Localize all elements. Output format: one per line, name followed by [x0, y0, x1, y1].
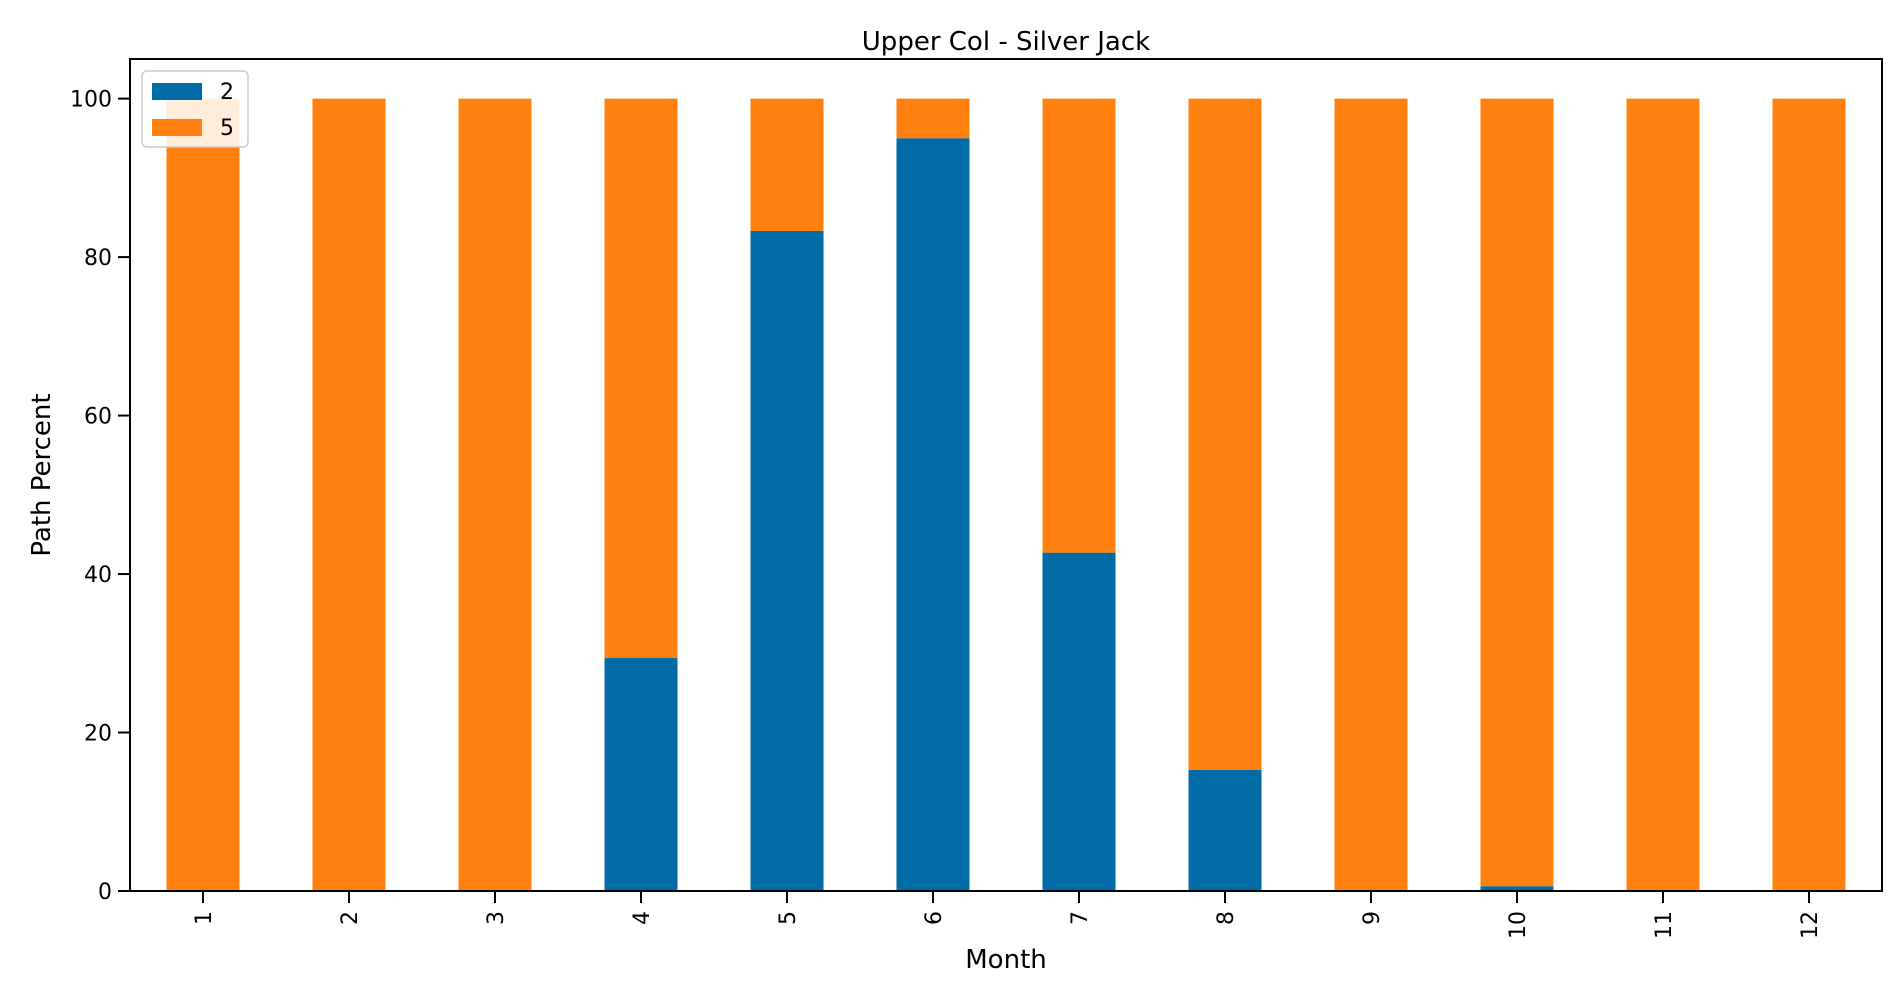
- x-tick-label: 9: [1360, 911, 1385, 925]
- x-tick-label: 4: [630, 911, 655, 925]
- y-tick-label: 60: [84, 405, 112, 430]
- x-tick-label: 2: [338, 911, 363, 925]
- bar-month-9-series-5: [1334, 98, 1408, 892]
- bar-month-6-series-2: [896, 138, 970, 892]
- bar-month-4-series-5: [604, 98, 678, 659]
- bar-month-5-series-5: [750, 98, 824, 231]
- plot-frame: [129, 58, 1883, 892]
- bar-month-1-series-5: [166, 98, 240, 892]
- bar-month-11-series-5: [1626, 98, 1700, 892]
- x-tick-label: 11: [1652, 911, 1677, 939]
- x-tick-label: 10: [1506, 911, 1531, 939]
- bar-month-12-series-5: [1772, 98, 1846, 892]
- bar-month-10-series-2: [1480, 886, 1554, 891]
- legend-label-series-5: 5: [220, 116, 234, 141]
- y-tick-label: 20: [84, 722, 112, 747]
- x-tick-label: 7: [1068, 911, 1093, 925]
- bar-month-7-series-5: [1042, 98, 1116, 553]
- x-tick-label: 12: [1798, 911, 1823, 939]
- y-tick-label: 100: [70, 88, 112, 113]
- bars-layer: [166, 98, 1846, 892]
- x-tick-label: 1: [192, 911, 217, 925]
- x-tick-label: 8: [1214, 911, 1239, 925]
- legend-label-series-2: 2: [220, 80, 234, 105]
- legend-swatch-series-2: [152, 83, 202, 100]
- bar-month-5-series-2: [750, 230, 824, 891]
- x-tick-label: 3: [484, 911, 509, 925]
- y-tick-label: 80: [84, 246, 112, 271]
- x-axis-label: Month: [965, 945, 1047, 975]
- y-axis-label: Path Percent: [27, 393, 57, 556]
- y-tick-label: 40: [84, 563, 112, 588]
- bar-month-2-series-5: [312, 98, 386, 892]
- bar-month-7-series-2: [1042, 552, 1116, 891]
- bar-month-8-series-2: [1188, 769, 1262, 891]
- bar-month-6-series-5: [896, 98, 970, 139]
- bar-month-8-series-5: [1188, 98, 1262, 770]
- legend-swatch-series-5: [152, 119, 202, 136]
- bar-month-4-series-2: [604, 658, 678, 891]
- x-tick-label: 6: [922, 911, 947, 925]
- bar-month-3-series-5: [458, 98, 532, 892]
- chart-title: Upper Col - Silver Jack: [862, 27, 1150, 57]
- y-tick-label: 0: [98, 880, 112, 905]
- x-tick-label: 5: [776, 911, 801, 925]
- bar-month-10-series-5: [1480, 98, 1554, 887]
- legend: 25: [141, 70, 249, 148]
